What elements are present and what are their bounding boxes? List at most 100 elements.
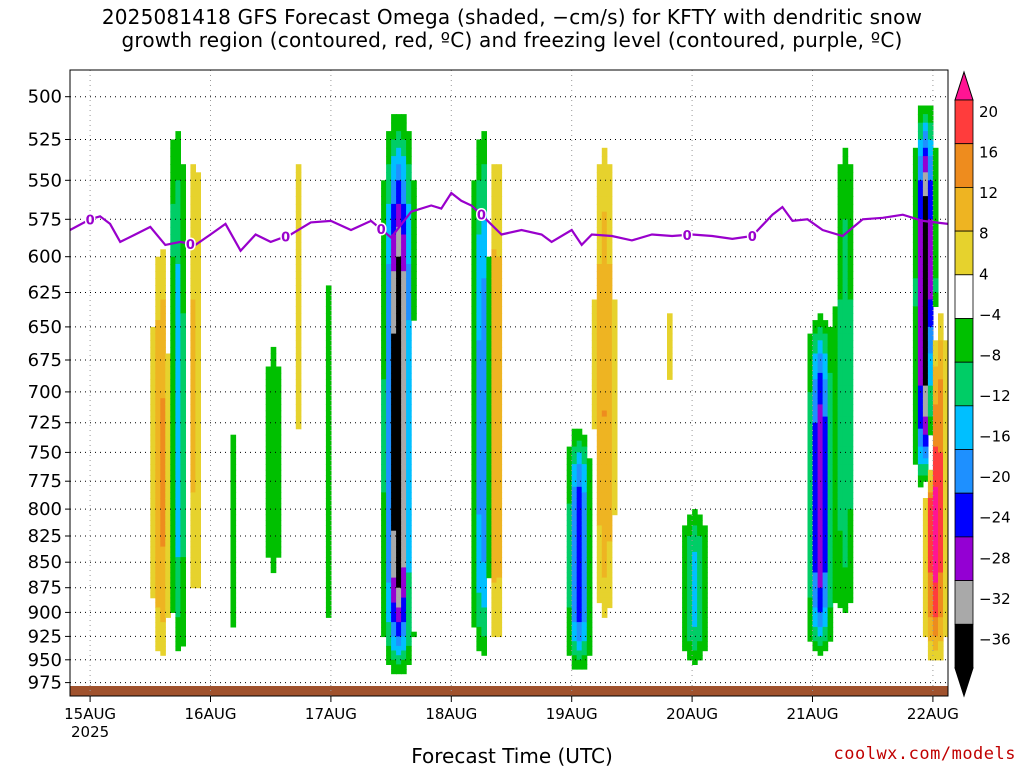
omega-cell	[275, 509, 282, 516]
omega-cell	[401, 486, 407, 493]
omega-cell	[601, 492, 608, 499]
omega-cell	[295, 404, 302, 412]
omega-cell	[692, 546, 698, 553]
omega-cell	[190, 219, 196, 228]
omega-cell	[195, 264, 201, 272]
y-tick-label: 700	[28, 382, 62, 403]
omega-cell	[180, 551, 186, 558]
omega-cell	[812, 469, 819, 477]
omega-cell	[807, 562, 814, 568]
omega-cell	[265, 366, 272, 374]
omega-cell	[927, 509, 934, 516]
omega-cell	[847, 525, 854, 532]
omega-cell	[927, 313, 934, 321]
omega-cell	[682, 587, 688, 594]
omega-cell	[601, 602, 608, 609]
omega-cell	[275, 486, 282, 493]
omega-cell	[190, 416, 196, 424]
omega-cell	[180, 597, 186, 604]
omega-cell	[230, 587, 237, 594]
omega-cell	[586, 582, 593, 589]
omega-cell	[386, 655, 392, 661]
omega-cell	[912, 180, 919, 189]
omega-cell	[476, 346, 482, 355]
omega-cell	[396, 422, 402, 430]
source-credit-link[interactable]: coolwx.com/models	[833, 744, 1016, 764]
omega-cell	[411, 292, 417, 301]
omega-cell	[165, 464, 171, 471]
omega-cell	[160, 577, 166, 584]
omega-cell	[917, 416, 924, 424]
omega-cell	[606, 422, 613, 430]
omega-cell	[486, 509, 492, 516]
omega-cell	[812, 360, 819, 368]
omega-cell	[180, 180, 186, 189]
omega-cell	[401, 469, 407, 477]
omega-cell	[496, 256, 503, 265]
omega-cell	[381, 434, 387, 442]
omega-cell	[160, 650, 166, 656]
omega-cell	[917, 440, 924, 448]
omega-cell	[842, 147, 849, 157]
omega-cell	[401, 385, 407, 393]
omega-cell	[667, 372, 673, 380]
omega-cell	[230, 530, 237, 537]
omega-cell	[817, 503, 824, 510]
omega-cell	[581, 503, 588, 510]
omega-cell	[912, 256, 919, 265]
omega-cell	[922, 340, 929, 348]
omega-cell	[847, 446, 854, 454]
omega-cell	[847, 219, 854, 228]
omega-cell	[832, 587, 839, 594]
omega-cell	[912, 164, 919, 173]
omega-cell	[842, 172, 849, 181]
omega-cell	[476, 597, 482, 604]
omega-cell	[486, 379, 492, 387]
omega-cell	[807, 360, 814, 368]
omega-cell	[927, 617, 934, 623]
omega-cell	[175, 577, 181, 584]
omega-cell	[692, 587, 698, 594]
omega-cell	[476, 607, 482, 613]
omega-cell	[325, 340, 332, 348]
omega-cell	[471, 180, 477, 189]
omega-cell	[195, 434, 201, 442]
omega-cell	[175, 410, 181, 418]
omega-cell	[922, 271, 929, 279]
omega-cell	[230, 486, 237, 493]
omega-cell	[471, 520, 477, 526]
omega-cell	[476, 219, 482, 228]
omega-cell	[160, 602, 166, 609]
omega-cell	[270, 557, 277, 563]
omega-cell	[847, 592, 854, 599]
omega-cell	[401, 458, 407, 465]
omega-cell	[581, 641, 588, 647]
omega-cell	[596, 486, 603, 493]
omega-cell	[476, 622, 482, 628]
omega-cell	[922, 458, 929, 465]
omega-cell	[381, 481, 387, 488]
omega-cell	[170, 562, 176, 568]
omega-cell	[496, 422, 503, 430]
omega-cell	[491, 188, 497, 197]
omega-cell	[401, 196, 407, 205]
omega-cell	[687, 551, 693, 558]
omega-cell	[491, 416, 497, 424]
omega-cell	[471, 196, 477, 205]
colorbar-swatch	[954, 99, 974, 145]
omega-cell	[471, 607, 477, 613]
omega-cell	[807, 434, 814, 442]
omega-cell	[581, 650, 588, 656]
omega-cell	[822, 452, 829, 459]
omega-cell	[481, 514, 487, 521]
omega-cell	[270, 486, 277, 493]
omega-cell	[180, 203, 186, 213]
omega-cell	[476, 164, 482, 173]
omega-cell	[812, 464, 819, 471]
omega-cell	[596, 241, 603, 250]
omega-cell	[687, 602, 693, 609]
omega-cell	[190, 398, 196, 405]
omega-cell	[270, 391, 277, 399]
omega-cell	[586, 650, 593, 656]
omega-cell	[586, 557, 593, 563]
